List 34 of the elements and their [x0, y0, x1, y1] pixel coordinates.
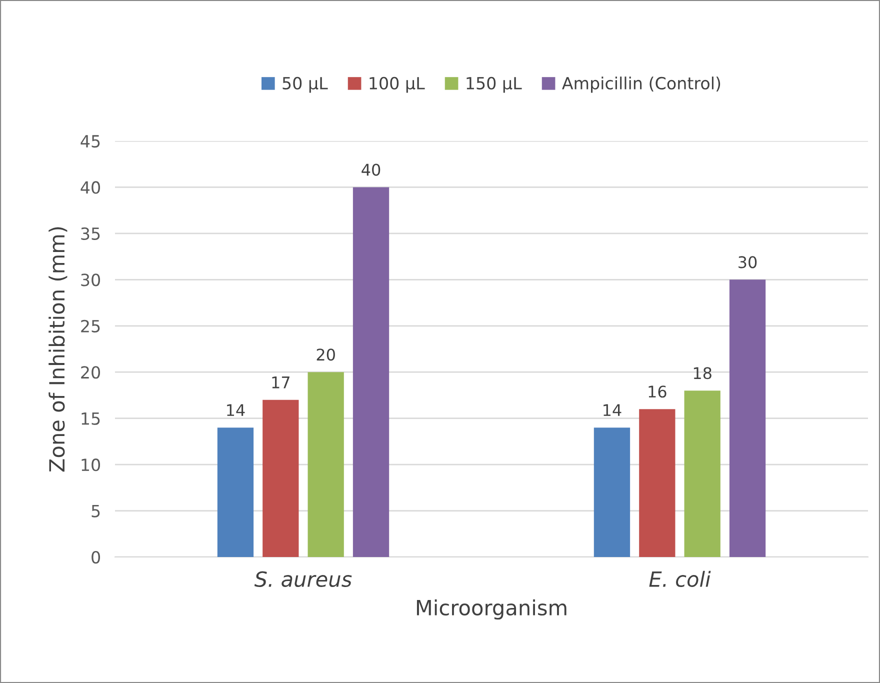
x-tick-label: S. aureus — [254, 571, 352, 588]
bar — [729, 280, 766, 557]
data-label: 30 — [738, 256, 757, 268]
bar — [639, 409, 676, 557]
y-tick-label: 20 — [81, 366, 100, 379]
y-tick-label: 40 — [80, 181, 100, 194]
y-tick-label: 30 — [81, 274, 100, 286]
data-label: 14 — [604, 404, 622, 416]
bar — [352, 187, 390, 557]
y-axis-title: Zone of Inhibition (mm) — [48, 227, 68, 472]
y-tick-label: 45 — [80, 135, 100, 148]
x-axis-title: Microorganism — [416, 599, 566, 620]
legend-label: 50 µL — [282, 76, 328, 93]
y-tick-label: 0 — [92, 550, 100, 564]
bar — [262, 400, 299, 557]
legend-label: 100 µL — [370, 76, 425, 93]
legend-label: Ampicillin (Control) — [562, 76, 720, 93]
y-tick-label: 35 — [81, 227, 100, 240]
bar — [217, 428, 254, 557]
data-label: 17 — [272, 376, 290, 388]
y-tick-label: 15 — [82, 412, 100, 425]
data-label: 18 — [694, 367, 712, 380]
bar — [308, 372, 344, 557]
x-tick-label: E. coli — [649, 570, 711, 588]
legend-label: 150 µL — [466, 76, 522, 93]
y-tick-label: 5 — [92, 504, 100, 518]
y-tick-label: 10 — [82, 458, 100, 472]
data-label: 20 — [316, 348, 335, 361]
data-label: 14 — [227, 404, 245, 416]
bar — [594, 428, 630, 557]
data-label: 40 — [362, 164, 380, 176]
data-label: 16 — [648, 386, 666, 398]
bar — [684, 390, 720, 557]
y-tick-label: 25 — [81, 320, 100, 332]
